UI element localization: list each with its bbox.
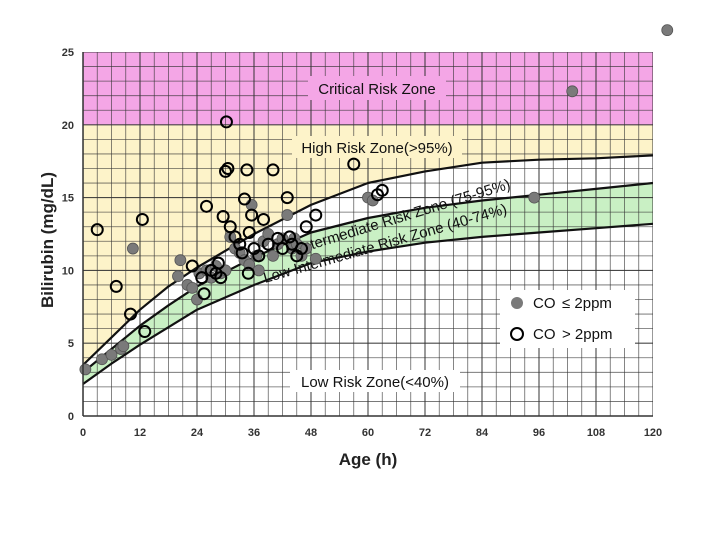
x-tick-label: 0 — [80, 427, 86, 439]
data-point-open — [219, 115, 233, 129]
data-point-open — [347, 157, 361, 171]
x-tick-label: 48 — [305, 427, 317, 439]
x-tick-label: 60 — [362, 427, 374, 439]
data-point-open — [90, 223, 104, 237]
data-point-open — [240, 163, 254, 177]
data-point-filled — [661, 24, 674, 37]
data-point-filled — [117, 340, 130, 353]
y-axis-title: Bilirubin (mg/dL) — [38, 172, 57, 308]
data-point-open — [252, 249, 266, 263]
data-point-open — [309, 208, 323, 222]
y-tick-label: 25 — [62, 47, 74, 59]
data-point-open — [216, 210, 230, 224]
x-tick-label: 84 — [476, 427, 489, 439]
data-point-filled — [281, 209, 294, 221]
data-point-open — [200, 199, 213, 213]
data-point-open — [245, 208, 259, 222]
data-point-open — [375, 183, 389, 197]
high-zone-label: High Risk Zone(>95%) — [292, 136, 462, 158]
y-tick-label: 15 — [62, 193, 74, 205]
legend-filled-marker — [511, 297, 523, 309]
data-point-filled — [186, 281, 199, 294]
data-point-open — [241, 266, 255, 280]
data-point-filled — [309, 252, 322, 265]
critical-zone-text: Critical Risk Zone — [318, 81, 436, 98]
data-point-open — [257, 212, 270, 226]
legend: CO ≤ 2ppm CO > 2ppm — [500, 290, 635, 348]
legend-value-2: > 2ppm — [562, 326, 612, 343]
data-point-open — [109, 279, 123, 293]
percentile-curve-95 — [83, 154, 653, 366]
y-tick-label: 20 — [62, 120, 74, 132]
legend-open-marker — [510, 327, 524, 341]
x-tick-label: 72 — [419, 427, 431, 439]
data-point-open — [295, 242, 308, 256]
x-tick-label: 12 — [134, 427, 146, 439]
y-tick-label: 5 — [68, 338, 74, 350]
legend-co-2: CO — [533, 326, 556, 343]
data-point-open — [195, 271, 209, 285]
data-point-filled — [191, 293, 203, 306]
data-point-open — [261, 237, 275, 251]
data-point-open — [283, 230, 297, 244]
data-point-open — [197, 287, 211, 301]
x-tick-label: 108 — [587, 427, 605, 439]
data-point-open — [242, 226, 256, 240]
data-point-filled — [528, 191, 541, 204]
data-point-open — [280, 191, 294, 205]
low-zone-text: Low Risk Zone(<40%) — [301, 374, 449, 391]
x-axis-title: Age (h) — [339, 450, 398, 469]
high-zone-text: High Risk Zone(>95%) — [301, 140, 452, 157]
data-point-filled — [267, 249, 279, 262]
data-point-open — [271, 231, 285, 245]
x-tick-label: 24 — [191, 427, 204, 439]
data-point-filled — [105, 348, 118, 361]
data-point-filled — [252, 264, 265, 277]
data-point-open — [221, 161, 235, 175]
data-point-filled — [126, 242, 139, 255]
data-point-open — [233, 237, 247, 251]
data-point-filled — [96, 353, 108, 366]
percentile-curve-40 — [83, 222, 653, 385]
data-point-open — [238, 192, 251, 206]
critical-zone-label: Critical Risk Zone — [308, 76, 446, 100]
data-point-open — [185, 259, 199, 273]
data-point-filled — [79, 363, 92, 376]
y-tick-label: 10 — [62, 265, 74, 277]
legend-value-1: ≤ 2ppm — [562, 295, 612, 312]
data-point-open — [135, 212, 149, 226]
data-point-filled — [174, 254, 187, 267]
legend-co-1: CO — [533, 295, 556, 312]
data-point-open — [124, 307, 137, 321]
data-point-open — [214, 271, 228, 285]
data-point-open — [299, 220, 313, 234]
data-point-open — [219, 164, 232, 178]
data-point-filled — [566, 85, 579, 98]
x-tick-label: 96 — [533, 427, 545, 439]
data-point-open — [211, 256, 225, 270]
data-point-filled — [172, 270, 184, 283]
low-zone-label: Low Risk Zone(<40%) — [290, 370, 460, 392]
y-tick-label: 0 — [68, 411, 74, 423]
data-point-open — [138, 325, 152, 339]
x-tick-label: 120 — [644, 427, 662, 439]
data-point-open — [223, 220, 237, 234]
data-point-open — [266, 163, 280, 177]
data-point-open — [235, 246, 249, 260]
x-tick-label: 36 — [248, 427, 260, 439]
